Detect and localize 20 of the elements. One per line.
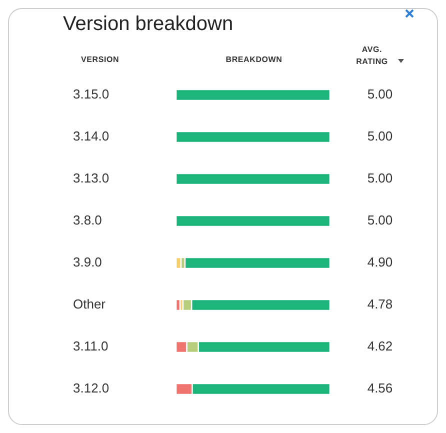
text: 5.00 [367, 212, 393, 228]
chart-title: Version breakdown [63, 13, 234, 36]
text: 4.56 [367, 380, 393, 396]
y-tick-label: 3.15.0 [73, 86, 110, 102]
text: 4.90 [367, 254, 393, 270]
y-tick-label: 3.9.0 [73, 254, 102, 270]
y-tick-label: 3.8.0 [73, 212, 102, 228]
text: AVG. RATING [355, 44, 389, 68]
y-tick-label: 3.13.0 [73, 170, 110, 186]
y-tick-label: 3.14.0 [73, 128, 110, 144]
x-axis-title: BREAKDOWN [224, 55, 284, 64]
y-tick-label: Other [73, 296, 106, 312]
text: 4.62 [367, 338, 393, 354]
y-tick-label: 3.12.0 [73, 380, 110, 396]
text: 5.00 [367, 170, 393, 186]
text: 5.00 [367, 86, 393, 102]
y-tick-label: 3.11.0 [73, 338, 108, 354]
text: 5.00 [367, 128, 393, 144]
y-axis-title: VERSION [81, 55, 120, 64]
text: 4.78 [367, 296, 393, 312]
